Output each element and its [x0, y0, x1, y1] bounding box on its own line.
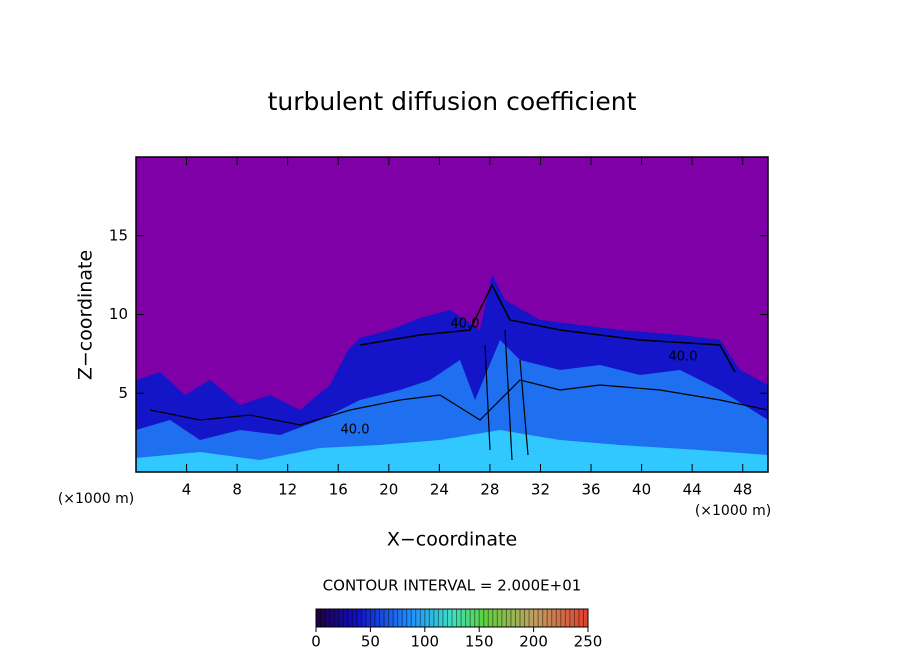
colorbar-tick-label: 100: [410, 633, 439, 651]
x-tick-label: 40: [632, 481, 651, 499]
contour-label: 40.0: [669, 350, 698, 365]
field: [136, 157, 768, 472]
x-tick-label: 32: [531, 481, 550, 499]
x-tick-label: 36: [581, 481, 600, 499]
contour-label: 40.0: [341, 423, 370, 438]
contour-interval: CONTOUR INTERVAL = 2.000E+01: [323, 577, 582, 595]
y-tick-label: 15: [109, 226, 128, 244]
x-tick-label: 44: [683, 481, 702, 499]
colorbar-tick-label: 0: [311, 633, 321, 651]
x-tick-label: 48: [733, 481, 752, 499]
x-tick-label: 4: [182, 481, 192, 499]
y-axis-label: Z−coordinate: [75, 250, 97, 380]
x-tick-label: 24: [430, 481, 449, 499]
colorbar-tick-label: 50: [361, 633, 380, 651]
colorbar: [315, 608, 589, 628]
contour-label: 40.0: [451, 317, 480, 332]
y-tick-label: 10: [109, 305, 128, 323]
colorbar-tick-label: 250: [574, 633, 603, 651]
colorbar-tick-label: 200: [519, 633, 548, 651]
x-tick-label: 16: [329, 481, 348, 499]
x-unit: (×1000 m): [695, 503, 771, 519]
x-tick-label: 20: [379, 481, 398, 499]
colorbar-tick-label: 150: [465, 633, 494, 651]
y-tick-label: 5: [118, 384, 128, 402]
x-tick-label: 12: [278, 481, 297, 499]
chart-title: turbulent diffusion coefficient: [268, 87, 637, 116]
x-axis-label: X−coordinate: [387, 529, 517, 551]
x-tick-label: 28: [480, 481, 499, 499]
y-unit: (×1000 m): [58, 491, 134, 507]
x-tick-label: 8: [232, 481, 242, 499]
